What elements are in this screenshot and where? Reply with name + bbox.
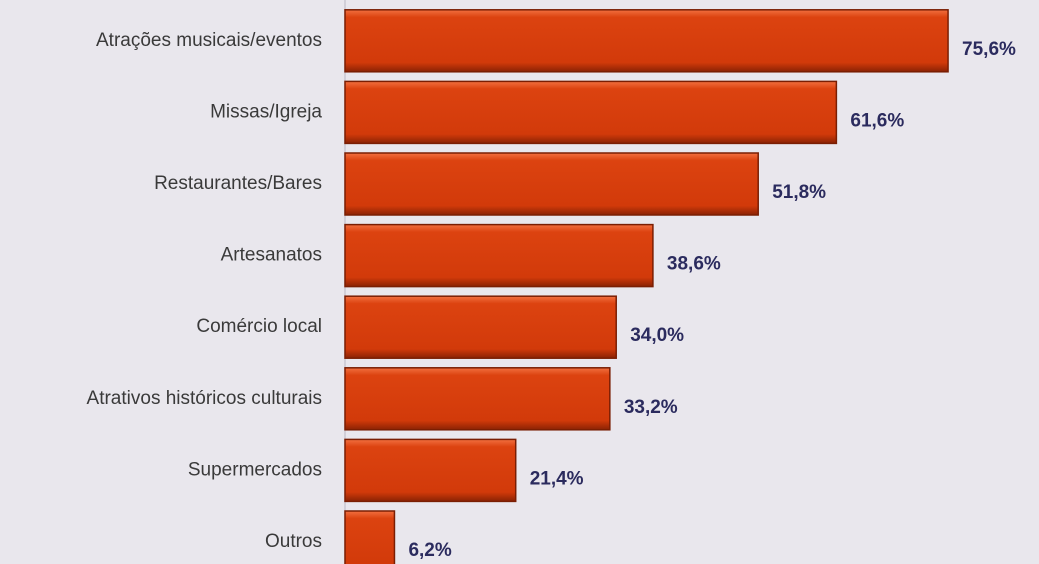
value-label: 75,6%: [962, 39, 1016, 60]
bar: [344, 9, 949, 73]
bar: [344, 295, 617, 359]
y-tick-label: Missas/Igreja: [210, 101, 322, 122]
bar: [344, 80, 838, 145]
value-label: 6,2%: [408, 540, 451, 561]
bar: [344, 510, 396, 564]
value-label: 38,6%: [667, 254, 721, 275]
bar: [344, 367, 611, 431]
y-tick-label: Outros: [265, 531, 322, 552]
value-label: 51,8%: [772, 182, 826, 203]
y-tick-label: Supermercados: [188, 459, 322, 480]
y-tick-label: Atrativos históricos culturais: [87, 388, 322, 409]
y-tick-label: Comércio local: [196, 316, 322, 337]
bar: [344, 223, 654, 288]
value-label: 21,4%: [530, 468, 584, 489]
value-label: 34,0%: [630, 325, 684, 346]
bar: [344, 438, 517, 503]
value-label: 61,6%: [850, 110, 904, 131]
y-tick-label: Atrações musicais/eventos: [96, 30, 322, 51]
bar: [344, 152, 759, 216]
y-tick-label: Restaurantes/Bares: [154, 173, 322, 194]
value-label: 33,2%: [624, 397, 678, 418]
y-tick-label: Artesanatos: [221, 245, 322, 266]
